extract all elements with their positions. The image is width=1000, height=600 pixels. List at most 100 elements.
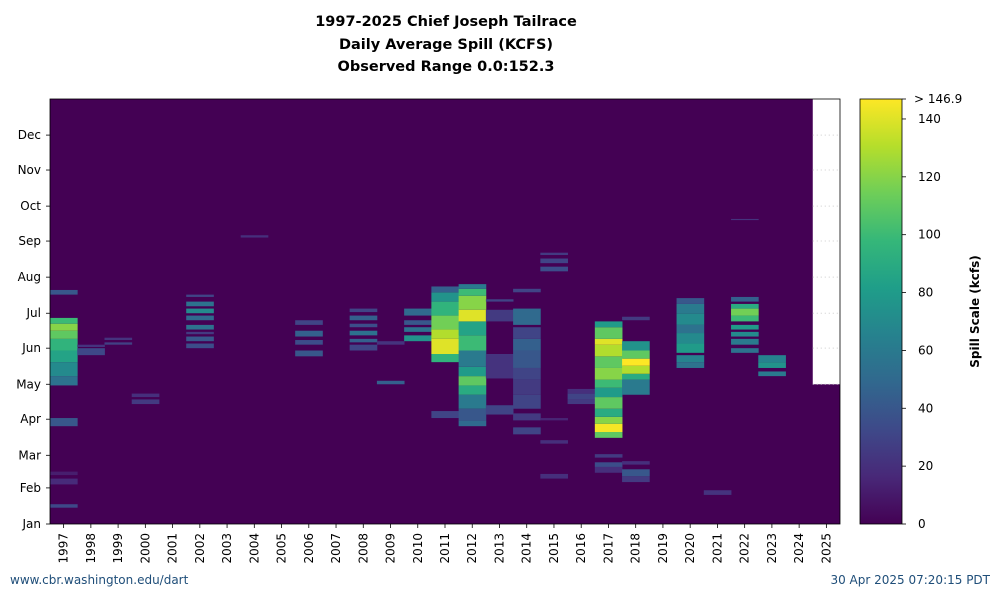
heatmap-cell [540,252,568,256]
heatmap-cell [404,335,432,342]
heatmap-cell [622,461,650,465]
heatmap-cell [567,399,596,405]
no-data-region [812,99,840,385]
heatmap-cell [676,324,705,334]
x-tick-label: 2012 [465,533,479,564]
colorbar-tick-label: 60 [918,343,933,357]
heatmap-cell [731,308,759,316]
heatmap-cell [622,476,650,483]
x-tick-label: 1997 [57,533,71,564]
heatmap-cell [731,338,759,345]
heatmap-cell [404,308,432,316]
heatmap-cell [758,355,786,363]
footer-timestamp: 30 Apr 2025 07:20:15 PDT [830,573,990,587]
heatmap-cell [240,235,269,238]
heatmap-cell [513,427,541,435]
heatmap-cell [458,385,487,395]
heatmap-cell [431,301,460,316]
heatmap-cell [594,416,623,424]
heatmap-cell [186,336,214,342]
x-tick-label: 2004 [247,533,261,564]
heatmap-cell [50,317,78,324]
heatmap-cell [594,321,623,328]
heatmap-cell [458,309,487,322]
x-tick-label: 2002 [193,533,207,564]
heatmap-cell [77,344,105,348]
y-tick-label: Feb [20,481,41,495]
heatmap-cell [458,295,487,310]
heatmap-cell [50,504,78,508]
heatmap-cell [758,362,786,368]
heatmap-cell [731,324,759,330]
heatmap-cell [458,284,487,289]
x-tick-label: 2022 [738,533,752,564]
heatmap-cell [186,331,214,335]
y-tick-label: Nov [18,163,41,177]
x-tick-label: 2015 [547,533,561,564]
heatmap-cell [50,330,78,339]
heatmap-cell [513,327,541,339]
x-tick-label: 2005 [275,533,289,564]
heatmap-cell [186,308,214,314]
x-tick-label: 2011 [438,533,452,564]
chart-title: 1997-2025 Chief Joseph Tailrace Daily Av… [0,11,892,79]
x-tick-label: 2009 [384,533,398,564]
heatmap-cell [485,309,514,322]
heatmap-cell [431,315,460,330]
heatmap-cell [622,341,650,351]
heatmap-cell [349,330,378,336]
heatmap-cell [758,371,786,377]
heatmap-cell [622,358,650,366]
x-tick-label: 2000 [138,533,152,564]
heatmap-cell [594,432,623,438]
colorbar-gradient [859,98,903,525]
heatmap-cell [131,399,160,405]
heatmap-cell [485,299,514,302]
x-tick-label: 2014 [520,533,534,564]
heatmap-cell [50,418,78,427]
chart-title-line1: 1997-2025 Chief Joseph Tailrace [315,14,577,30]
colorbar-tick-label: 20 [918,459,933,473]
heatmap-cell [594,327,623,339]
heatmap-cell [186,301,214,307]
heatmap-cell [567,393,596,400]
heatmap-cell [50,362,78,377]
heatmap-cell [540,440,568,444]
heatmap-cell [513,338,541,351]
x-tick-label: 2023 [765,533,779,564]
heatmap-cell [676,333,705,344]
heatmap-cell [458,394,487,409]
colorbar-max-label: > 146.9 [914,92,962,106]
heatmap-cell [50,350,78,363]
x-tick-label: 2021 [710,533,724,564]
heatmap-cell [513,308,541,325]
x-tick-label: 2025 [819,533,833,564]
heatmap-cell [186,324,214,330]
y-tick-label: May [16,377,41,391]
y-tick-label: Jan [22,517,42,531]
heatmap-cell [703,490,732,495]
heatmap-cell [50,471,78,476]
heatmap-cell [404,320,432,325]
heatmap-cell [458,350,487,367]
heatmap-cell [731,315,759,322]
colorbar-tick-label: 100 [918,228,941,242]
heatmap-cell [676,343,705,353]
heatmap-cell [431,329,460,339]
heatmap-cell [131,393,160,398]
y-axis: Jan Feb Mar Apr May Jun Jul Aug Sep Oct Nov Dec [16,128,50,531]
heatmap-cell [540,258,568,264]
heatmap-cell [676,355,705,363]
footer-source-url[interactable]: www.cbr.washington.edu/dart [10,573,189,587]
x-tick-label: 2020 [683,533,697,564]
heatmap-cell [186,294,214,297]
heatmap-cell [431,411,460,419]
colorbar: 0 20 40 60 80 100 120 140 > 146.9 Spill Scale (kc… [859,92,982,531]
heatmap-cell [594,379,623,388]
y-tick-label: Mar [18,448,41,462]
x-tick-label: 2007 [329,533,343,564]
heatmap-cell [622,379,650,395]
heatmap-cell [513,350,541,368]
x-tick-label: 1998 [84,533,98,564]
